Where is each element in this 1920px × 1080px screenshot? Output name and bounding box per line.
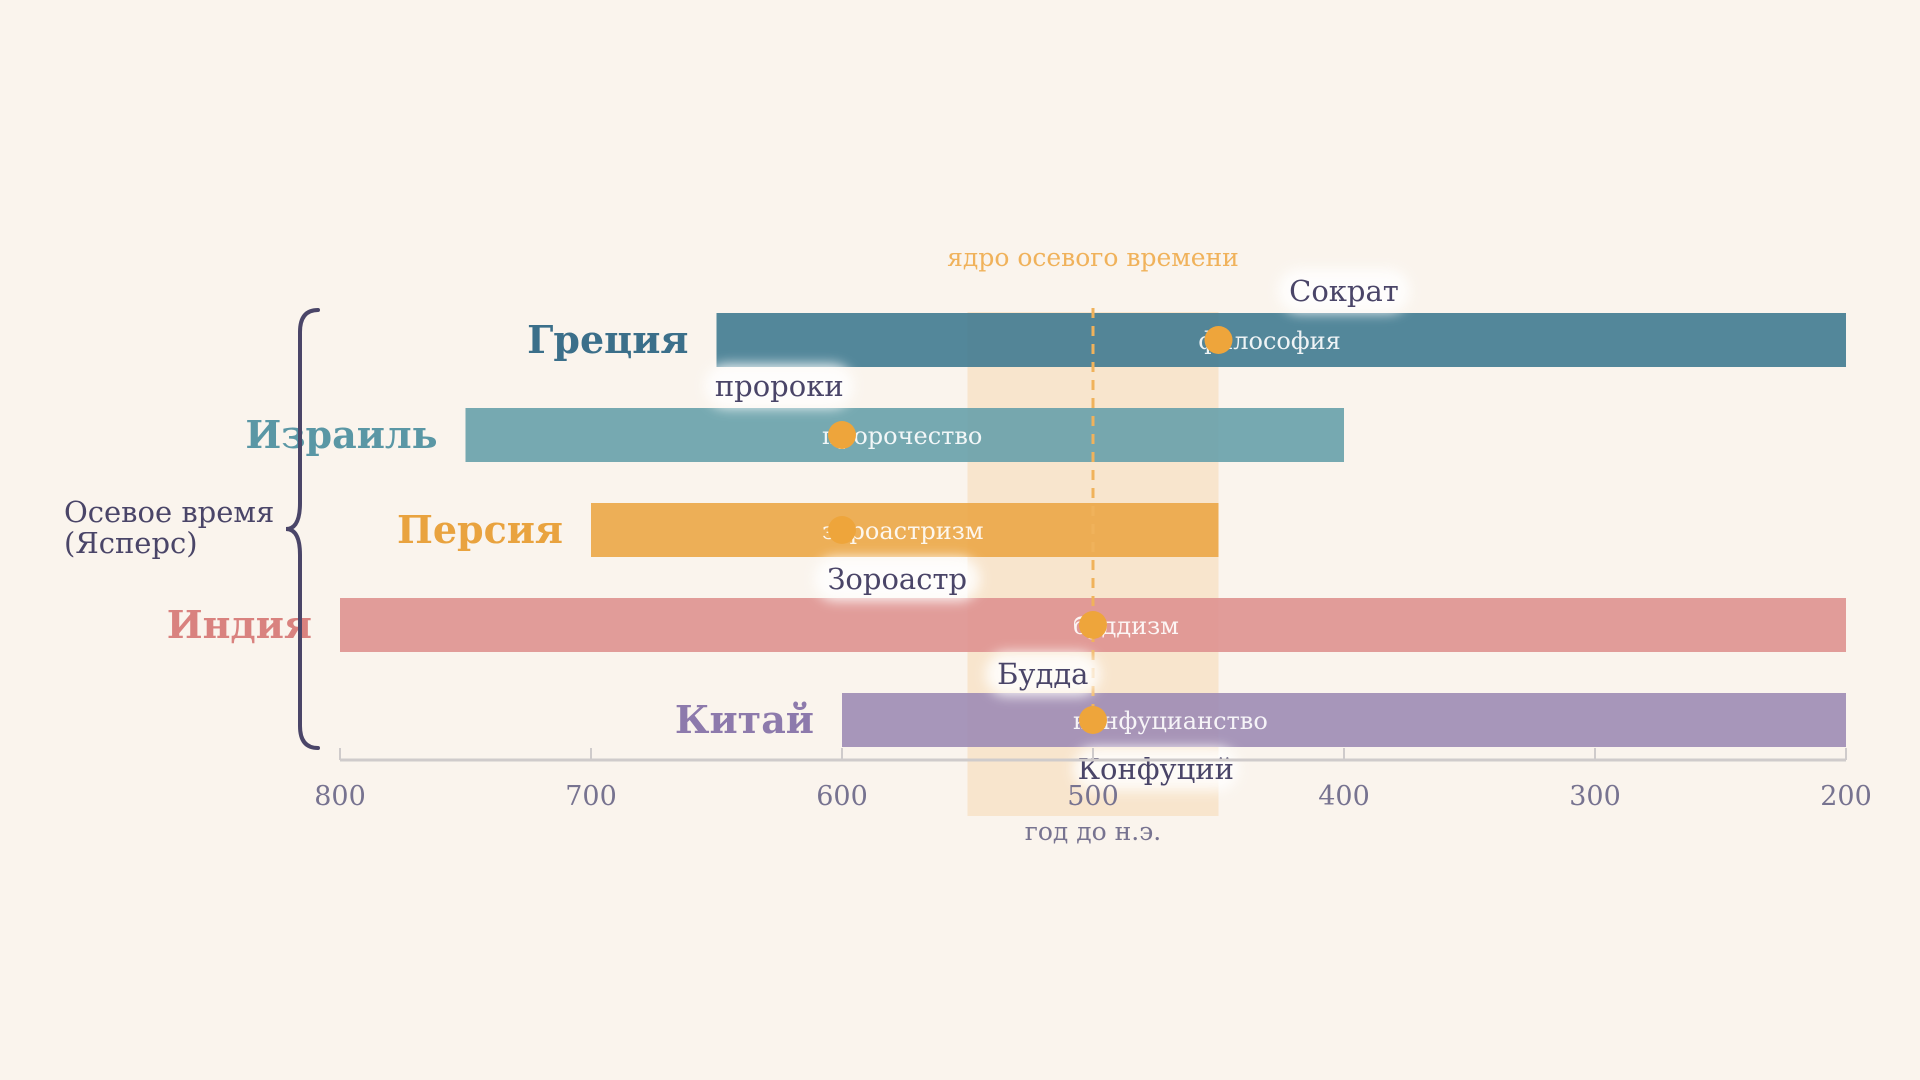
x-tick-label-0: 800 <box>314 781 366 812</box>
person-label-4: Конфуций <box>1078 752 1234 786</box>
person-label-0: Сократ <box>1289 274 1399 308</box>
bar-0 <box>716 313 1846 367</box>
x-tick-label-5: 300 <box>1569 781 1621 812</box>
person-label-bg-2 <box>814 557 981 601</box>
bar-4 <box>842 693 1846 747</box>
person-label-1: пророки <box>715 369 844 403</box>
event-marker-3 <box>1079 611 1107 639</box>
grouping-label-line-1: (Ясперс) <box>64 526 198 560</box>
bar-2 <box>591 503 1219 557</box>
grouping-label-line-0: Осевое время <box>64 495 274 529</box>
row-label-2: Персия <box>397 507 563 552</box>
row-label-4: Китай <box>675 697 814 742</box>
x-tick-label-1: 700 <box>565 781 617 812</box>
person-label-bg-1 <box>704 364 854 408</box>
row-label-3: Индия <box>167 602 312 647</box>
x-tick-label-3: 500 <box>1067 781 1119 812</box>
x-axis-label: год до н.э. <box>1025 817 1161 846</box>
person-label-bg-3 <box>985 652 1101 696</box>
event-marker-1 <box>828 421 856 449</box>
core-band-label: ядро осевого времени <box>947 243 1239 272</box>
event-marker-4 <box>1079 706 1107 734</box>
person-label-3: Будда <box>997 657 1088 691</box>
person-label-bg-4 <box>1072 747 1239 791</box>
x-tick-label-2: 600 <box>816 781 868 812</box>
person-label-bg-0 <box>1278 269 1410 313</box>
x-tick-label-4: 400 <box>1318 781 1370 812</box>
bar-1 <box>465 408 1344 462</box>
grouping-brace <box>285 308 320 750</box>
row-label-1: Израиль <box>245 412 437 457</box>
x-tick-label-6: 200 <box>1820 781 1872 812</box>
person-label-2: Зороастр <box>827 562 967 596</box>
row-label-0: Греция <box>527 317 688 362</box>
event-marker-0 <box>1204 326 1233 354</box>
event-marker-2 <box>828 516 856 544</box>
